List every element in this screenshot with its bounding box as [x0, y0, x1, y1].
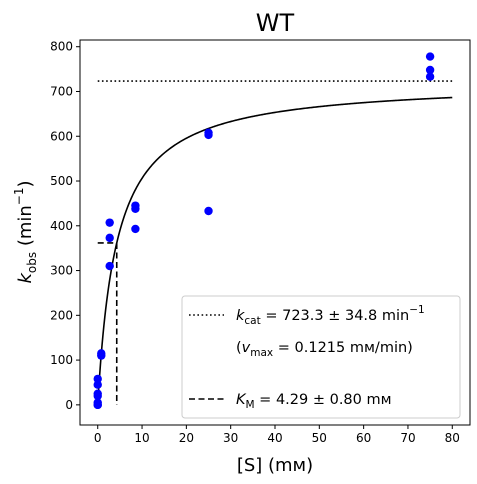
x-axis: 0 10 20 30 40 50 60 70 80	[94, 425, 460, 445]
y-tick-label: 800	[50, 40, 73, 54]
data-point	[425, 65, 435, 75]
x-tick-label: 60	[356, 431, 371, 445]
data-point	[105, 233, 114, 243]
x-axis-label: [S] (mм)	[237, 455, 313, 476]
y-tick-label: 600	[50, 129, 73, 143]
data-point	[131, 201, 140, 210]
legend-vmax-main: v	[242, 340, 251, 356]
x-tick-label: 70	[400, 431, 415, 445]
data-point	[425, 72, 435, 81]
data-point	[97, 349, 106, 358]
data-point	[131, 224, 140, 234]
legend-vmax: (vmax = 0.1215 mм/min)	[236, 340, 413, 359]
data-point	[93, 374, 102, 384]
y-label-rest: (min	[15, 205, 36, 252]
legend-vmax-sub: max	[250, 347, 273, 359]
data-point	[204, 128, 213, 137]
data-point	[105, 218, 114, 227]
legend-kcat-rest: = 723.3 ± 34.8 min	[261, 308, 409, 324]
y-label-close: )	[15, 180, 36, 187]
legend-kcat-sub: cat	[244, 315, 260, 327]
legend-kcat-sup: −1	[409, 304, 424, 316]
data-point	[105, 261, 114, 271]
x-tick-label: 10	[134, 431, 149, 445]
y-axis-label-wrap: kobs (min−1)	[12, 180, 39, 283]
y-tick-label: 100	[50, 353, 73, 367]
data-point	[425, 52, 435, 61]
data-point	[93, 389, 102, 398]
x-tick-label: 20	[179, 431, 194, 445]
y-label-sub: obs	[25, 252, 39, 273]
y-tick-label: 200	[50, 308, 73, 322]
legend-vmax-open: (	[236, 340, 242, 356]
y-tick-label: 400	[50, 219, 73, 233]
data-point	[93, 380, 102, 389]
michaelis-menten-fit-line	[96, 96, 453, 405]
legend-km-sub: M	[246, 399, 255, 411]
legend-km-main: K	[236, 392, 247, 408]
x-tick-label: 50	[312, 431, 327, 445]
legend-km: KM = 4.29 ± 0.80 mм	[236, 392, 392, 411]
x-tick-label: 80	[445, 431, 460, 445]
x-tick-label: 30	[223, 431, 238, 445]
legend-kcat-main: k	[236, 308, 245, 324]
legend-kcat: kcat = 723.3 ± 34.8 min−1	[236, 304, 425, 327]
x-tick-label: 40	[267, 431, 282, 445]
legend-km-rest: = 4.29 ± 0.80 mм	[255, 392, 392, 408]
legend-vmax-rest: = 0.1215 mм/min)	[273, 340, 413, 356]
y-tick-label: 300	[50, 264, 73, 278]
y-tick-label: 500	[50, 174, 73, 188]
chart-title: WT	[256, 9, 295, 37]
data-point	[93, 400, 102, 410]
legend-box	[181, 295, 461, 419]
chart-marks	[93, 52, 453, 410]
y-axis-label: kobs (min−1)	[12, 180, 39, 283]
legend: kcat = 723.3 ± 34.8 min−1 (vmax = 0.1215…	[181, 295, 461, 419]
data-point	[204, 206, 213, 216]
y-tick-label: 700	[50, 84, 73, 98]
y-label-sup: −1	[12, 187, 26, 205]
x-tick-label: 0	[94, 431, 102, 445]
y-axis: 0 100 200 300 400 500 600 700 800	[50, 40, 80, 412]
y-label-main: k	[15, 272, 36, 284]
y-tick-label: 0	[65, 398, 73, 412]
